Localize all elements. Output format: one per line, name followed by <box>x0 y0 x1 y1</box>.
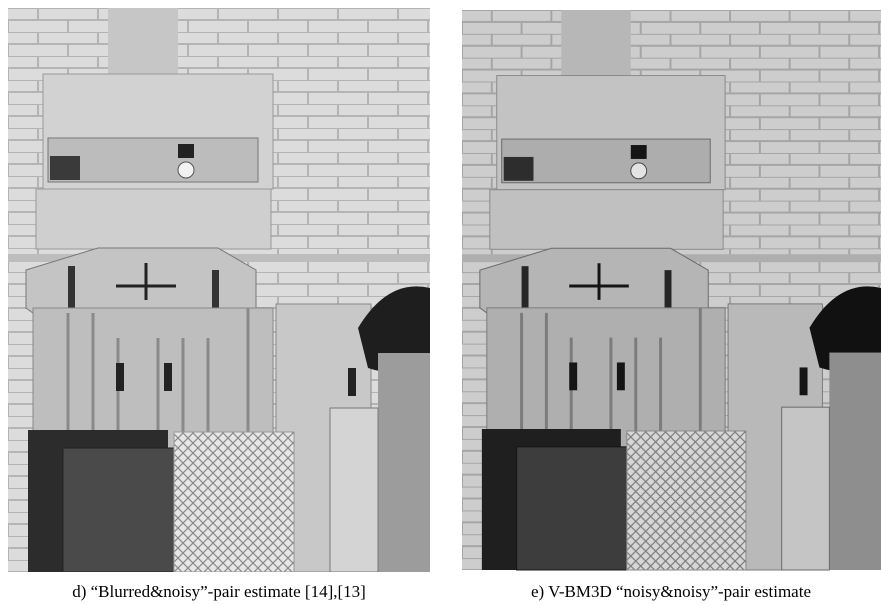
panel-e-image <box>462 10 881 570</box>
panel-d-image <box>8 8 430 572</box>
caption: d) “Blurred&noisy”-pair estimate [14],[1… <box>72 582 366 601</box>
caption: e) V-BM3D “noisy&noisy”-pair estimate <box>531 582 811 601</box>
figure: d) “Blurred&noisy”-pair estimate [14],[1… <box>0 0 881 605</box>
